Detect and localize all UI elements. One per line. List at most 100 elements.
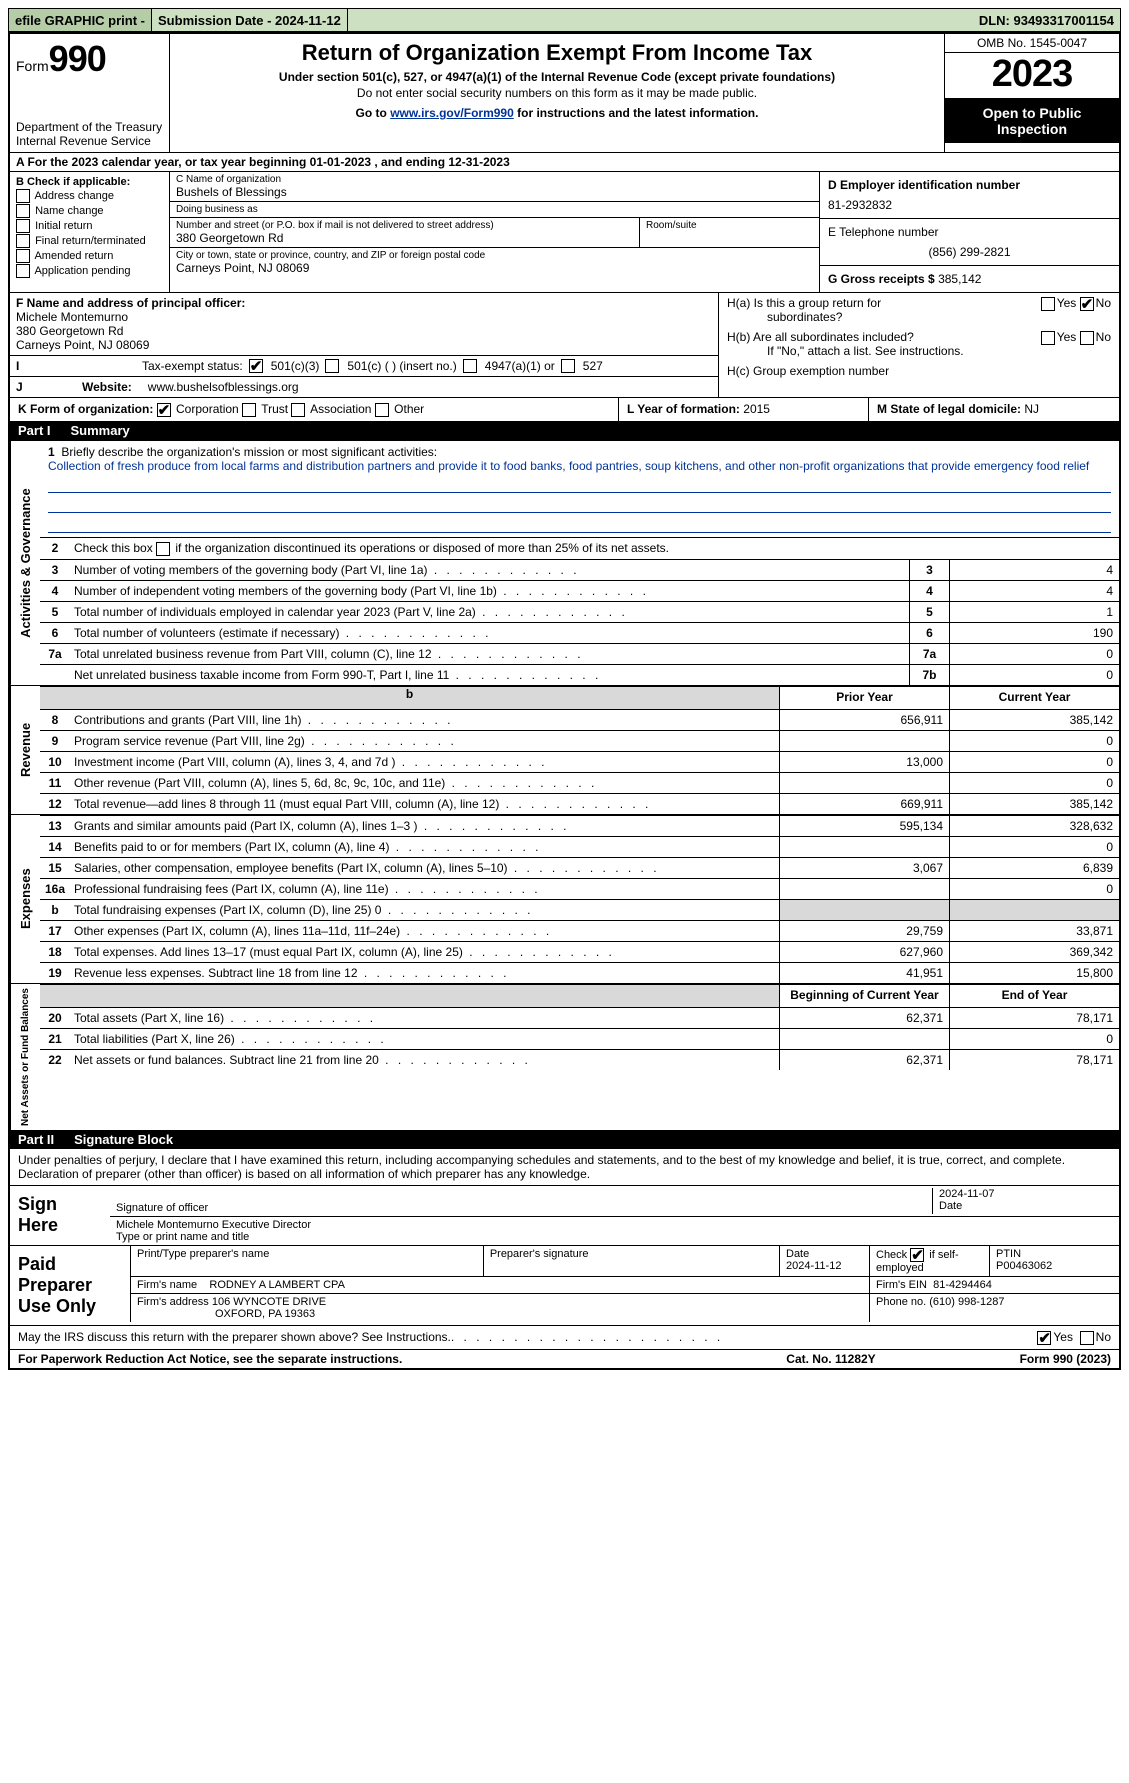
chk-name-change[interactable]: Name change	[16, 204, 163, 218]
part1-header: Part I Summary	[10, 421, 1119, 440]
chk-discontinued[interactable]	[156, 542, 170, 556]
form-subtitle: Under section 501(c), 527, or 4947(a)(1)…	[176, 70, 938, 84]
section-b-through-g: B Check if applicable: Address change Na…	[10, 172, 1119, 293]
table-row: bTotal fundraising expenses (Part IX, co…	[40, 899, 1119, 920]
sig-date: 2024-11-07	[939, 1188, 994, 1200]
city-value: Carneys Point, NJ 08069	[176, 261, 813, 275]
chk-501c3[interactable]	[249, 359, 263, 373]
net-col-headers: Beginning of Current Year End of Year	[40, 984, 1119, 1007]
efile-label[interactable]: efile GRAPHIC print -	[9, 9, 152, 31]
chk-final-return[interactable]: Final return/terminated	[16, 234, 163, 248]
firm-ein: 81-4294464	[933, 1279, 992, 1291]
part2-header: Part II Signature Block	[10, 1130, 1119, 1149]
form-word: Form	[16, 58, 49, 74]
box-b: B Check if applicable: Address change Na…	[10, 172, 170, 292]
gross-receipts: G Gross receipts $ 385,142	[820, 266, 1119, 292]
ha-no[interactable]	[1080, 297, 1094, 311]
table-row: 3Number of voting members of the governi…	[40, 559, 1119, 580]
chk-other[interactable]	[375, 403, 389, 417]
line-k: K Form of organization: Corporation Trus…	[10, 398, 619, 421]
header-right: OMB No. 1545-0047 2023 Open to Public In…	[944, 34, 1119, 152]
chk-initial-return[interactable]: Initial return	[16, 219, 163, 233]
discuss-row: May the IRS discuss this return with the…	[10, 1325, 1119, 1349]
cat-no: Cat. No. 11282Y	[731, 1352, 931, 1366]
irs-link[interactable]: www.irs.gov/Form990	[390, 106, 514, 120]
vlabel-revenue: Revenue	[10, 686, 40, 814]
ssn-warning: Do not enter social security numbers on …	[176, 86, 938, 100]
sign-here-row: Sign Here Signature of officer 2024-11-0…	[10, 1185, 1119, 1245]
row-2: 2 Check this box if the organization dis…	[40, 537, 1119, 559]
form-title: Return of Organization Exempt From Incom…	[176, 40, 938, 66]
ha-yes[interactable]	[1041, 297, 1055, 311]
table-row: 15Salaries, other compensation, employee…	[40, 857, 1119, 878]
submission-date: Submission Date - 2024-11-12	[152, 9, 348, 31]
chk-app-pending[interactable]: Application pending	[16, 264, 163, 278]
chk-self-employed[interactable]	[910, 1248, 924, 1262]
hb-line: H(b) Are all subordinates included? Yes …	[719, 327, 1119, 361]
discuss-yes[interactable]	[1037, 1331, 1051, 1345]
irs: Internal Revenue Service	[16, 134, 163, 148]
ptin: P00463062	[996, 1260, 1052, 1272]
table-row: Net unrelated business taxable income fr…	[40, 664, 1119, 685]
hb-no[interactable]	[1080, 331, 1094, 345]
dba-label: Doing business as	[176, 204, 813, 215]
vlabel-net: Net Assets or Fund Balances	[10, 984, 40, 1130]
goto-line: Go to www.irs.gov/Form990 for instructio…	[176, 106, 938, 120]
hb-yes[interactable]	[1041, 331, 1055, 345]
firm-name: RODNEY A LAMBERT CPA	[209, 1279, 345, 1291]
box-b-title: B Check if applicable:	[16, 176, 163, 188]
table-row: 19Revenue less expenses. Subtract line 1…	[40, 962, 1119, 983]
table-row: 6Total number of volunteers (estimate if…	[40, 622, 1119, 643]
table-row: 12Total revenue—add lines 8 through 11 (…	[40, 793, 1119, 814]
chk-501c[interactable]	[325, 359, 339, 373]
box-f-label: F Name and address of principal officer:	[16, 296, 245, 310]
sig-officer-label: Signature of officer	[116, 1202, 208, 1214]
officer-name: Michele Montemurno	[16, 310, 128, 324]
table-row: 13Grants and similar amounts paid (Part …	[40, 815, 1119, 836]
form-header: Form990 Department of the Treasury Inter…	[10, 34, 1119, 153]
chk-corp[interactable]	[157, 403, 171, 417]
street-value: 380 Georgetown Rd	[176, 231, 633, 245]
ha-line: H(a) Is this a group return for Yes No s…	[719, 293, 1119, 327]
omb-number: OMB No. 1545-0047	[945, 34, 1119, 53]
table-row: 17Other expenses (Part IX, column (A), l…	[40, 920, 1119, 941]
section-expenses: Expenses 13Grants and similar amounts pa…	[10, 814, 1119, 983]
form-container: Form990 Department of the Treasury Inter…	[8, 32, 1121, 1370]
paid-preparer-row: Paid Preparer Use Only Print/Type prepar…	[10, 1245, 1119, 1325]
officer-name-title: Michele Montemurno Executive Director	[116, 1219, 311, 1231]
chk-4947[interactable]	[463, 359, 477, 373]
dln: DLN: 93493317001154	[973, 9, 1120, 31]
table-row: 4Number of independent voting members of…	[40, 580, 1119, 601]
tax-year: 2023	[945, 53, 1119, 99]
vlabel-expenses: Expenses	[10, 815, 40, 983]
header-left: Form990 Department of the Treasury Inter…	[10, 34, 170, 152]
table-row: 16aProfessional fundraising fees (Part I…	[40, 878, 1119, 899]
rev-col-headers: b Prior Year Current Year	[40, 686, 1119, 709]
chk-address-change[interactable]: Address change	[16, 189, 163, 203]
section-revenue: Revenue b Prior Year Current Year 8Contr…	[10, 685, 1119, 814]
box-c: C Name of organization Bushels of Blessi…	[170, 172, 819, 292]
city-label: City or town, state or province, country…	[176, 250, 813, 261]
table-row: 14Benefits paid to or for members (Part …	[40, 836, 1119, 857]
section-net-assets: Net Assets or Fund Balances Beginning of…	[10, 983, 1119, 1130]
chk-amended[interactable]: Amended return	[16, 249, 163, 263]
website-value: www.bushelsofblessings.org	[148, 380, 299, 394]
dept-treasury: Department of the Treasury	[16, 120, 163, 134]
pra-notice: For Paperwork Reduction Act Notice, see …	[18, 1352, 731, 1366]
box-d-e-g: D Employer identification number 81-2932…	[819, 172, 1119, 292]
firm-addr2: OXFORD, PA 19363	[215, 1308, 315, 1320]
officer-city: Carneys Point, NJ 08069	[16, 338, 149, 352]
table-row: 7aTotal unrelated business revenue from …	[40, 643, 1119, 664]
discuss-no[interactable]	[1080, 1331, 1094, 1345]
paid-preparer-label: Paid Preparer Use Only	[10, 1246, 130, 1325]
ein-label: D Employer identification number	[828, 178, 1111, 192]
table-row: 8Contributions and grants (Part VIII, li…	[40, 709, 1119, 730]
line-m: M State of legal domicile: NJ	[869, 398, 1119, 421]
chk-assoc[interactable]	[291, 403, 305, 417]
table-row: 21Total liabilities (Part X, line 26)0	[40, 1028, 1119, 1049]
header-middle: Return of Organization Exempt From Incom…	[170, 34, 944, 152]
street-label: Number and street (or P.O. box if mail i…	[176, 220, 633, 231]
chk-trust[interactable]	[242, 403, 256, 417]
vlabel-governance: Activities & Governance	[10, 441, 40, 685]
chk-527[interactable]	[561, 359, 575, 373]
